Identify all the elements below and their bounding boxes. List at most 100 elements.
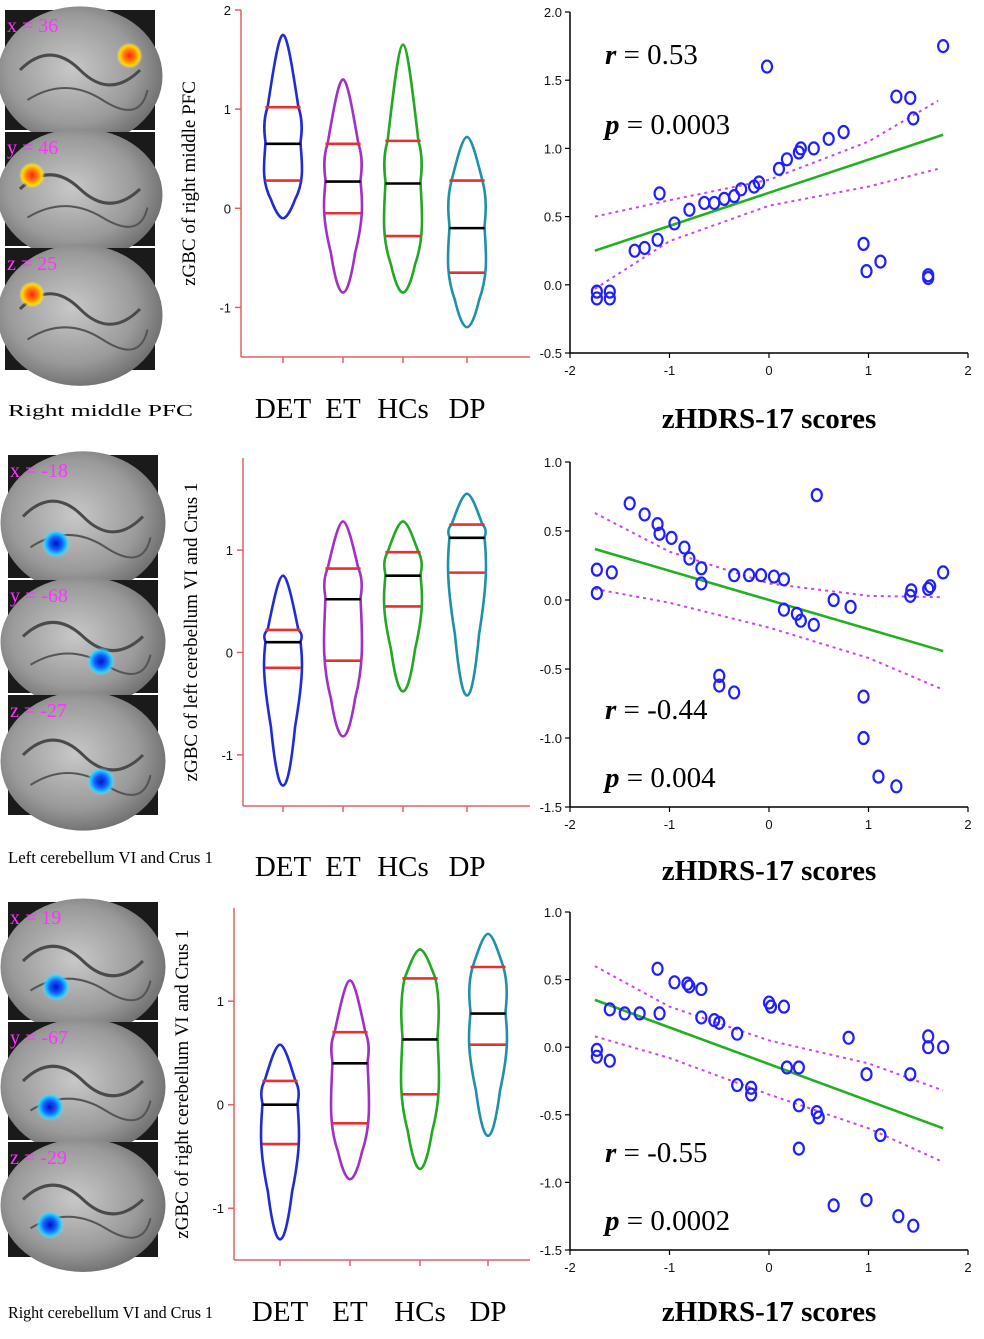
violin-category-label: DET: [252, 1296, 309, 1328]
brain-sulcus: [21, 944, 145, 978]
data-point: [638, 507, 651, 522]
scatter-x-tick-label: 0: [765, 363, 772, 378]
data-point: [728, 685, 741, 700]
data-point: [810, 488, 823, 503]
brain-tissue: [0, 898, 166, 1036]
activation-blob: [36, 1092, 64, 1121]
brain-sulcus: [21, 738, 145, 772]
violin-body-hcs: [399, 948, 441, 1171]
data-point: [780, 1060, 794, 1075]
activation-blob: [42, 972, 70, 1001]
scatter-y-tick-label: 0.5: [544, 210, 562, 225]
data-point: [780, 152, 794, 167]
scatter-x-tick-label: -2: [564, 363, 576, 378]
data-point: [794, 613, 807, 628]
text-layer: Right middle PFC Left cerebellum VI and C…: [8, 3, 972, 1328]
data-point: [860, 264, 873, 279]
r-symbol: r: [605, 1137, 617, 1169]
scatter-x-tick-label: -1: [664, 363, 676, 378]
data-point: [728, 568, 741, 583]
scatter-x-tick-label: 1: [865, 817, 872, 832]
data-point: [683, 202, 696, 217]
violin-category-label: DP: [448, 851, 485, 883]
data-point: [668, 975, 681, 990]
activation-blob: [87, 767, 115, 796]
violin-body-hcs: [382, 43, 424, 294]
data-point: [695, 576, 708, 591]
brain-tissue: [0, 244, 163, 386]
p-symbol: p: [602, 1205, 620, 1237]
violin-y-tick-label: 0: [226, 645, 233, 660]
brain-slice-2: y = 46: [0, 128, 163, 261]
r-value: = -0.55: [616, 1137, 707, 1169]
brain-tissue: [0, 1018, 166, 1156]
regression-line: [594, 133, 944, 252]
correlation-p: p = 0.004: [602, 762, 716, 794]
correlation-p: p = 0.0002: [602, 1205, 730, 1237]
data-point: [590, 585, 603, 601]
data-point: [844, 599, 857, 615]
scatter-x-tick-label: 2: [964, 1260, 971, 1275]
r-value: = 0.53: [616, 39, 698, 71]
data-point: [860, 1192, 873, 1208]
data-point: [890, 89, 903, 104]
violin-body-dp: [467, 932, 509, 1138]
violin-category-label: DET: [255, 393, 312, 425]
brain-sulcus: [26, 87, 149, 111]
data-point: [807, 617, 820, 632]
brain-slice-3: z = 25: [0, 244, 163, 386]
data-point: [922, 581, 935, 597]
violin-y-tick-label: 0: [224, 201, 231, 216]
brain-sulcus: [26, 326, 149, 351]
data-point: [618, 1006, 631, 1021]
brain-tissue: [0, 451, 166, 594]
brain-tissue: [0, 576, 166, 708]
brain-coordinate-label: z = -27: [10, 700, 67, 722]
brain-slice-3: z = -27: [0, 691, 166, 831]
data-point: [937, 38, 950, 54]
data-point: [904, 1067, 917, 1082]
data-point: [590, 562, 603, 577]
brain-sulcus: [21, 621, 145, 652]
data-point: [713, 1015, 726, 1030]
data-point: [772, 161, 786, 176]
violin-category-label: HCs: [394, 1296, 446, 1328]
data-point: [708, 195, 721, 211]
data-point: [695, 561, 708, 576]
data-point: [807, 141, 820, 156]
data-point: [653, 186, 666, 201]
data-point: [623, 496, 636, 511]
r-symbol: r: [605, 39, 617, 71]
violin-body-dp: [446, 135, 488, 329]
scatter-y-tick-label: 1.0: [544, 141, 562, 156]
violin-category-label: HCs: [377, 393, 429, 425]
brain-coordinate-label: y = -67: [10, 1027, 68, 1049]
data-point: [857, 689, 870, 704]
scatter-y-tick-label: -0.5: [540, 346, 562, 361]
violin-y-tick-label: 1: [226, 543, 233, 558]
scatter-y-tick-label: 2.0: [544, 5, 562, 20]
activation-blob: [42, 529, 70, 558]
regression-line: [594, 547, 944, 653]
brain-images: x = 36 y = 46 z = 25 x = -18 y = -68 z = -27 x…: [0, 6, 166, 1272]
data-point: [603, 284, 616, 299]
scatter-y-tick-label: -1.5: [540, 1243, 562, 1258]
data-point: [922, 1029, 935, 1044]
data-point: [638, 240, 651, 256]
data-point: [767, 569, 781, 584]
data-point: [651, 961, 664, 976]
violin-y-tick-label: -1: [221, 748, 233, 763]
brain-slice-1: x = 19: [0, 898, 166, 1036]
r-value: = -0.44: [616, 694, 708, 726]
brain-slice-1: x = 36: [0, 6, 163, 146]
scatter-y-tick-label: 0.5: [544, 524, 562, 539]
correlation-r: r = 0.53: [605, 39, 698, 71]
data-point: [892, 1209, 905, 1224]
confidence-band-lower: [594, 587, 944, 691]
activation-blob: [36, 1210, 64, 1239]
violin-category-label: DET: [255, 851, 312, 883]
data-point: [731, 1026, 744, 1041]
confidence-band-lower: [594, 167, 939, 290]
data-point: [735, 182, 748, 197]
